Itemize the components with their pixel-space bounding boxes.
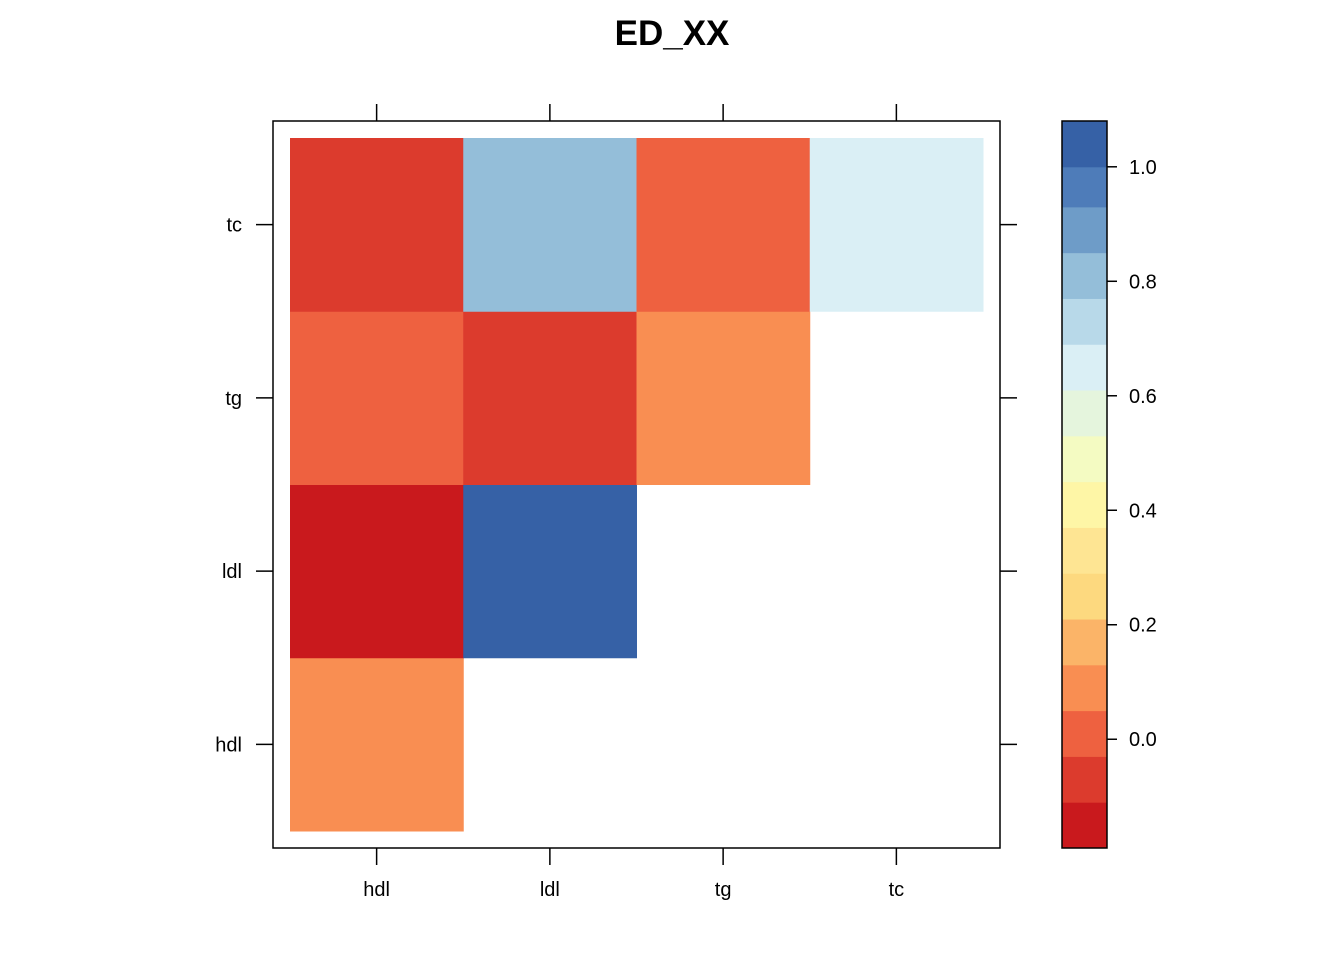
heatmap-cell-hdl-ldl: [290, 484, 464, 659]
chart-title: ED_XX: [615, 14, 730, 53]
x-tick-label: tc: [889, 879, 905, 901]
colorbar-band: [1062, 573, 1107, 620]
x-tick-label: ldl: [540, 879, 560, 901]
y-tick-label: hdl: [215, 734, 242, 756]
heatmap-cell-tg-tg: [636, 311, 811, 485]
colorbar-band: [1062, 481, 1107, 528]
heatmap-cell-ldl-tc: [463, 138, 637, 312]
y-tick-label: tg: [225, 388, 242, 410]
colorbar: 0.0 0.2 0.4 0.6 0.8 1.0: [1061, 120, 1157, 849]
colorbar-tick-label: 0.0: [1129, 729, 1157, 751]
colorbar-tick-label: 0.6: [1129, 386, 1157, 408]
x-tick-label: tg: [715, 879, 732, 901]
colorbar-band: [1062, 619, 1107, 666]
colorbar-tick-label: 0.8: [1129, 271, 1157, 293]
colorbar-frame: [1061, 120, 1108, 849]
colorbar-band: [1062, 802, 1107, 849]
colorbar-band: [1062, 756, 1107, 803]
x-axis: hdl ldl tg tc: [363, 104, 904, 901]
colorbar-tick-label: 0.2: [1129, 615, 1157, 637]
colorbar-band: [1062, 390, 1107, 437]
y-axis: hdl ldl tg tc: [215, 215, 1017, 756]
plot-frame: [272, 120, 1001, 849]
colorbar-band: [1062, 298, 1107, 345]
heatmap-cell-tc-tc: [809, 138, 984, 312]
heatmap-cell-hdl-hdl: [290, 657, 464, 832]
heatmap-cell-hdl-tc: [290, 138, 464, 312]
heatmap-cell-ldl-ldl: [463, 484, 637, 659]
x-tick-label: hdl: [363, 879, 390, 901]
heatmap-cell-ldl-tg: [463, 311, 637, 485]
colorbar-band: [1062, 527, 1107, 574]
colorbar-band: [1062, 121, 1107, 168]
colorbar-tick-label: 1.0: [1129, 157, 1157, 179]
colorbar-band: [1062, 344, 1107, 391]
colorbar-tick-label: 0.4: [1129, 500, 1157, 522]
colorbar-band: [1062, 664, 1107, 712]
heatmap-cells: [290, 138, 984, 832]
colorbar-band: [1062, 166, 1107, 208]
colorbar-band: [1062, 710, 1107, 757]
y-tick-label: tc: [226, 215, 242, 237]
y-tick-label: ldl: [222, 561, 242, 583]
colorbar-band: [1062, 206, 1107, 254]
heatmap-cell-hdl-tg: [290, 311, 464, 485]
colorbar-band: [1062, 435, 1107, 483]
heatmap-cell-tg-tc: [636, 138, 811, 312]
colorbar-band: [1062, 252, 1107, 299]
